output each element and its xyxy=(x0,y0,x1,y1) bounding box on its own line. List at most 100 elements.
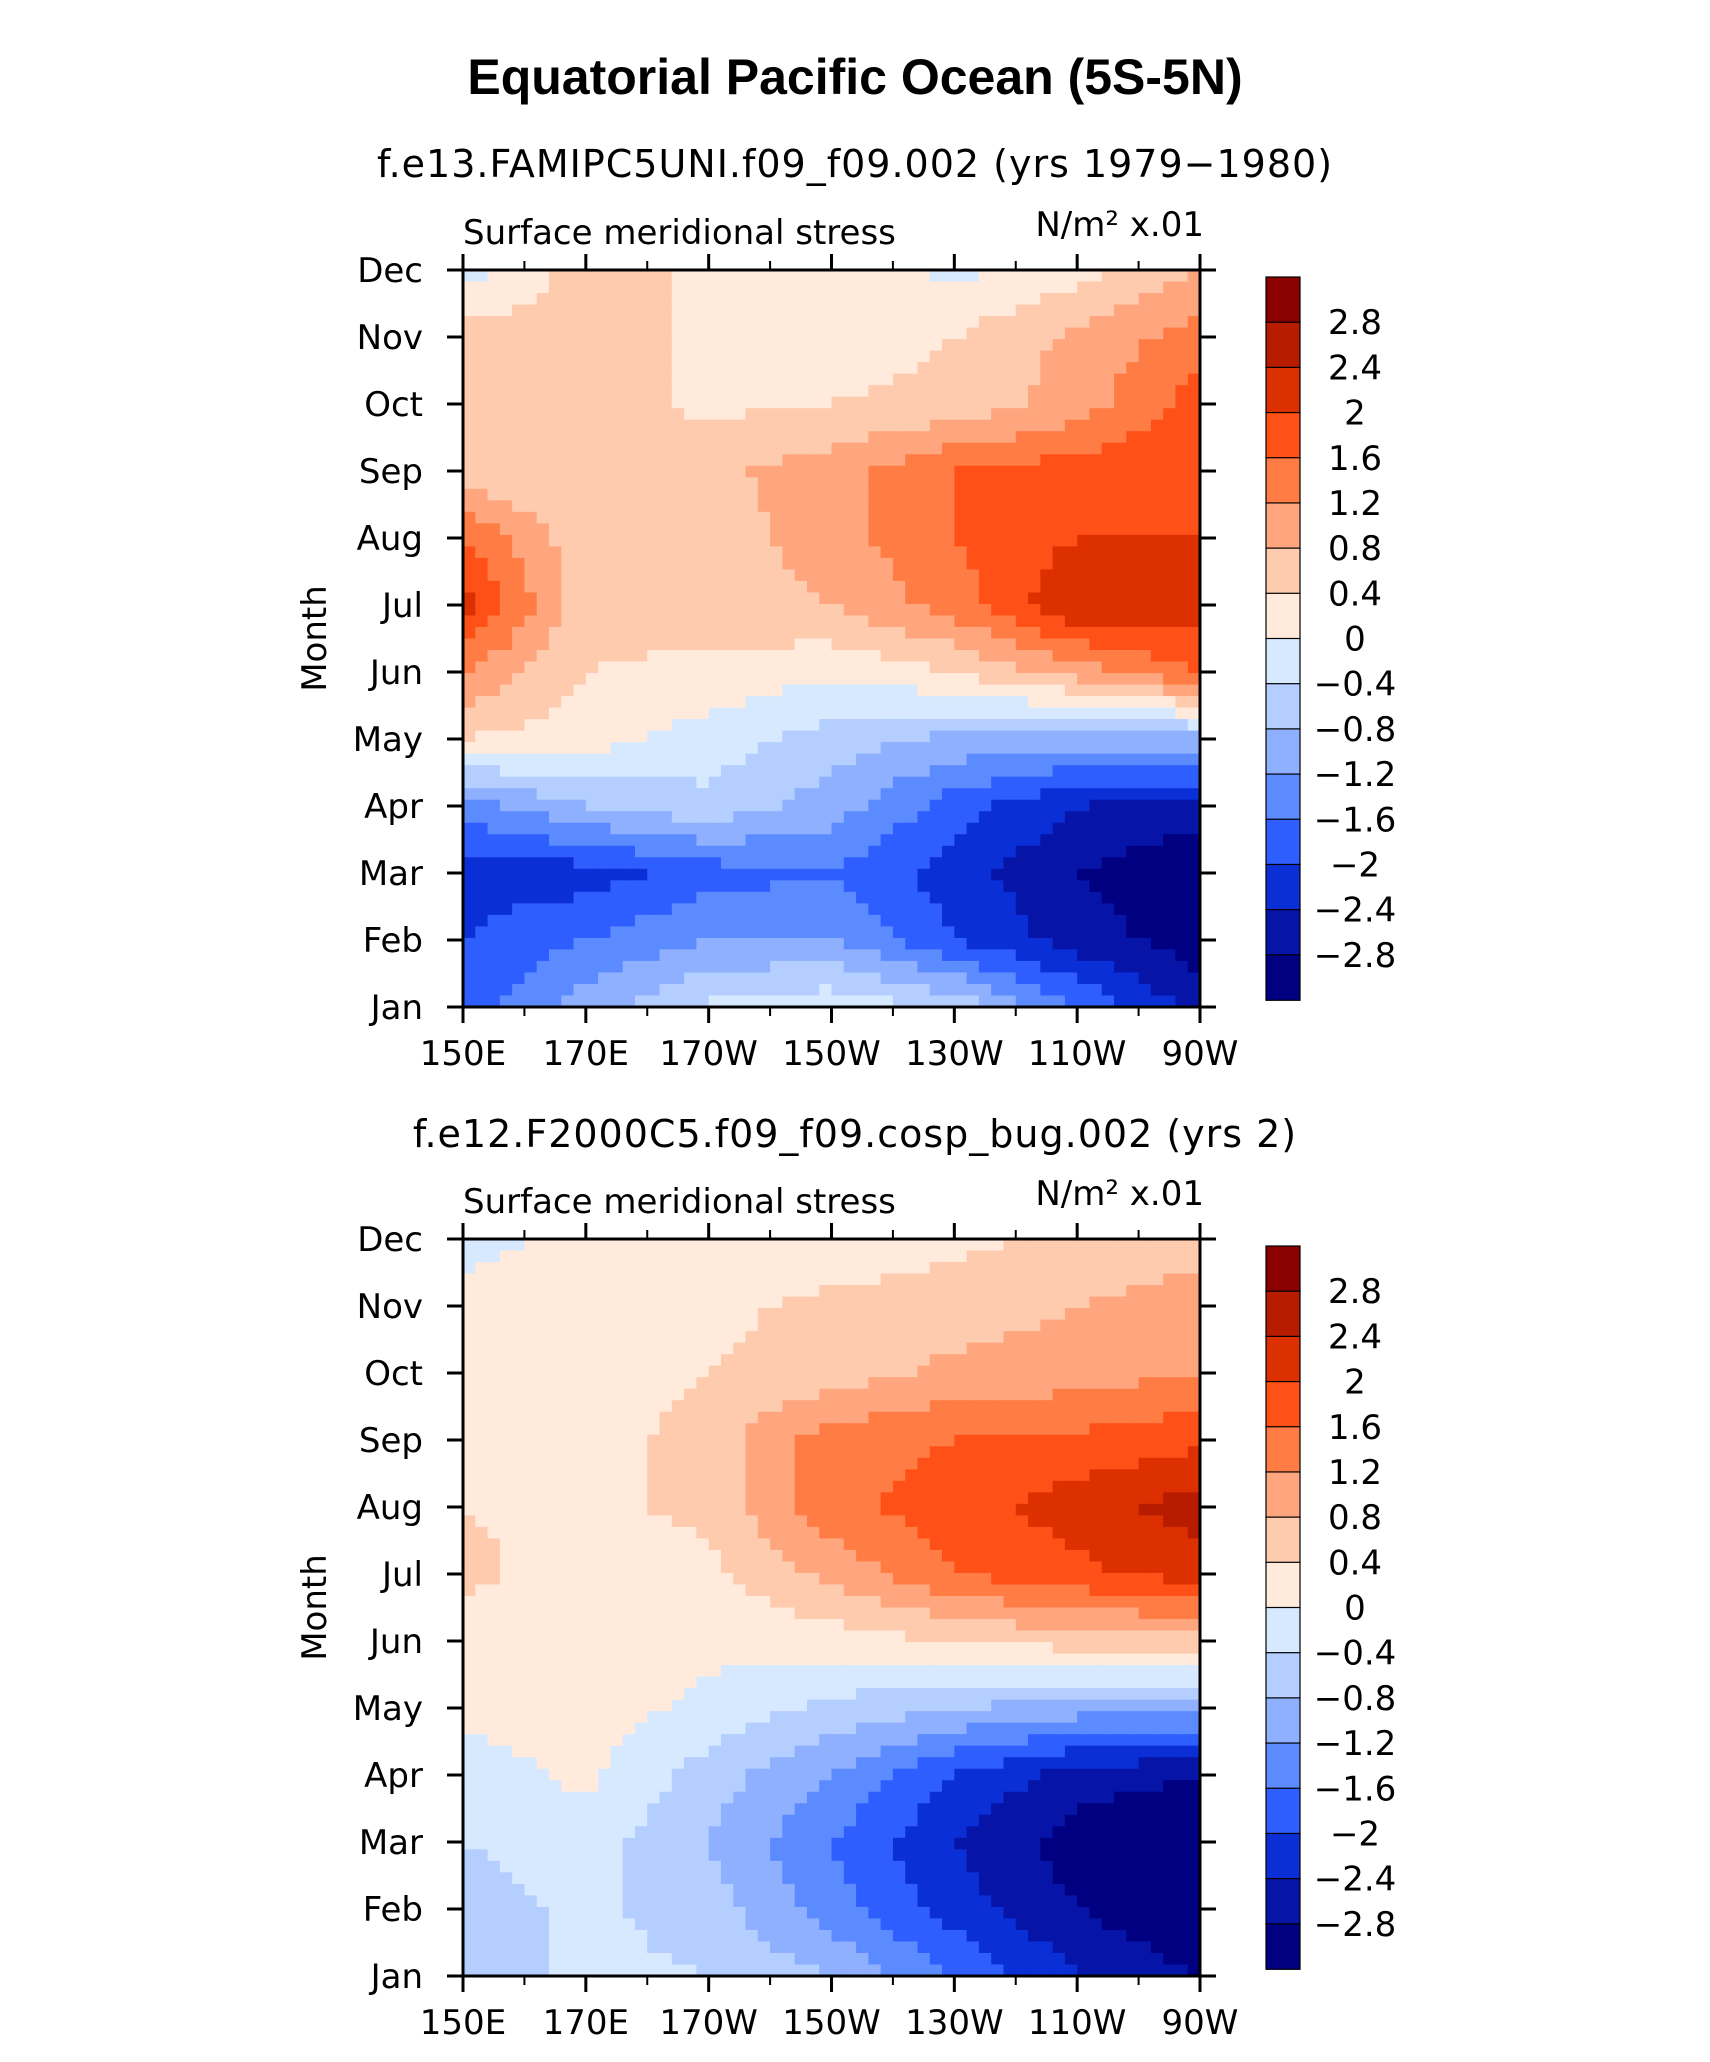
contour-cell xyxy=(1150,880,1164,893)
contour-cell xyxy=(819,500,833,513)
contour-cell xyxy=(929,316,943,329)
contour-cell xyxy=(598,523,611,536)
contour-cell xyxy=(1163,281,1177,294)
contour-cell xyxy=(634,1434,648,1447)
contour-cell xyxy=(548,327,562,340)
contour-cell xyxy=(536,396,550,409)
contour-cell xyxy=(1150,834,1164,847)
contour-cell xyxy=(1114,1342,1127,1355)
contour-cell xyxy=(991,442,1005,455)
contour-cell xyxy=(1187,857,1201,870)
contour-cell xyxy=(671,822,685,835)
contour-cell xyxy=(1064,1423,1078,1436)
contour-cell xyxy=(892,350,906,363)
contour-cell xyxy=(1064,500,1078,513)
contour-cell xyxy=(1126,673,1140,686)
contour-cell xyxy=(929,995,943,1008)
contour-cell xyxy=(843,373,857,386)
contour-cell xyxy=(1040,1377,1054,1390)
contour-cell xyxy=(905,1239,919,1252)
contour-cell xyxy=(794,293,808,306)
contour-cell xyxy=(770,1423,783,1436)
contour-cell xyxy=(1052,949,1066,962)
contour-cell xyxy=(708,603,722,617)
colorbar-label: 0.4 xyxy=(1328,574,1382,614)
contour-cell xyxy=(917,557,931,571)
contour-cell xyxy=(929,983,943,997)
contour-cell xyxy=(1175,811,1189,824)
contour-cell xyxy=(647,776,661,789)
contour-cell xyxy=(892,592,906,605)
contour-cell xyxy=(794,914,808,927)
contour-cell xyxy=(487,1411,501,1424)
contour-cell xyxy=(548,673,562,686)
contour-cell xyxy=(856,373,869,386)
contour-cell xyxy=(696,454,710,467)
contour-cell xyxy=(1089,465,1103,478)
contour-cell xyxy=(843,615,857,628)
contour-cell xyxy=(708,546,722,559)
contour-cell xyxy=(905,1331,919,1344)
contour-cell xyxy=(1028,569,1041,582)
contour-cell xyxy=(585,1400,599,1413)
contour-cell xyxy=(512,362,526,375)
contour-cell xyxy=(757,661,771,674)
contour-cell xyxy=(536,569,550,582)
contour-cell xyxy=(1077,776,1091,789)
contour-cell xyxy=(954,396,968,409)
contour-cell xyxy=(1003,546,1017,559)
contour-cell xyxy=(1052,396,1066,409)
contour-cell xyxy=(905,431,919,444)
contour-cell xyxy=(671,1319,685,1332)
contour-cell xyxy=(954,1285,968,1298)
contour-cell xyxy=(585,638,599,651)
contour-cell xyxy=(659,811,673,824)
contour-cell xyxy=(892,673,906,686)
contour-cell xyxy=(782,972,796,985)
contour-cell xyxy=(892,638,906,651)
contour-cell xyxy=(942,857,955,870)
contour-cell xyxy=(610,477,624,490)
contour-cell xyxy=(954,661,968,674)
contour-cell xyxy=(512,373,526,386)
contour-cell xyxy=(585,1239,599,1252)
contour-cell xyxy=(1101,1331,1115,1344)
contour-cell xyxy=(598,1273,611,1286)
contour-cell xyxy=(1175,339,1189,352)
contour-cell xyxy=(892,1331,906,1344)
contour-cell xyxy=(1187,339,1201,352)
contour-cell xyxy=(942,834,955,847)
contour-cell xyxy=(954,385,968,398)
contour-cell xyxy=(843,776,857,789)
contour-cell xyxy=(1138,638,1152,651)
contour-cell xyxy=(1187,534,1201,547)
contour-cell xyxy=(598,1388,611,1401)
contour-cell xyxy=(819,1365,833,1378)
contour-cell xyxy=(942,880,955,893)
contour-cell xyxy=(1028,442,1041,455)
contour-cell xyxy=(1077,1250,1091,1263)
contour-cell xyxy=(585,914,599,927)
contour-cell xyxy=(1114,845,1127,858)
contour-cell xyxy=(942,1308,955,1321)
contour-cell xyxy=(573,1354,587,1367)
contour-cell xyxy=(880,650,894,663)
contour-cell xyxy=(1101,350,1115,363)
contour-cell xyxy=(1163,811,1177,824)
contour-cell xyxy=(1040,534,1054,547)
contour-cell xyxy=(573,1273,587,1286)
contour-cell xyxy=(708,995,722,1008)
contour-cell xyxy=(1163,270,1177,283)
contour-cell xyxy=(905,719,919,732)
contour-cell xyxy=(1114,408,1127,421)
contour-cell xyxy=(499,960,513,974)
contour-cell xyxy=(1126,822,1140,835)
contour-cell xyxy=(1101,1411,1115,1424)
contour-cell xyxy=(978,408,992,421)
contour-cell xyxy=(1077,937,1091,951)
contour-cell xyxy=(733,281,747,294)
contour-cell xyxy=(733,730,747,743)
contour-cell xyxy=(794,500,808,513)
contour-cell xyxy=(843,1273,857,1286)
contour-cell xyxy=(1015,1262,1029,1275)
